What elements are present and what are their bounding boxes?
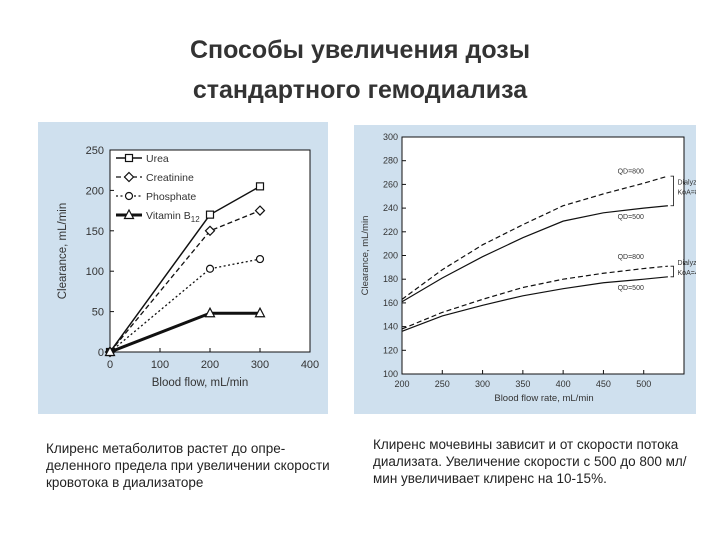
urea-clearance-vs-flow-rate-chart: 200 250 300 350 400 450 500 100 120 140 160 180 200 2… bbox=[360, 132, 696, 404]
dialyzer-label: Dialyzer bbox=[678, 260, 696, 267]
x-tick-label: 300 bbox=[251, 359, 269, 371]
legend-square-marker bbox=[124, 153, 134, 163]
series-line-koa800-qd800 bbox=[401, 175, 669, 300]
circle-data-point bbox=[255, 254, 265, 264]
x-tick-label: 100 bbox=[151, 359, 169, 371]
y-tick-label: 50 bbox=[92, 307, 104, 319]
right-caption: Клиренс мочевины зависит и от скорости п… bbox=[373, 437, 687, 486]
diamond-data-point bbox=[254, 205, 266, 216]
legend-label: Creatinine bbox=[146, 172, 194, 184]
square-data-point bbox=[255, 182, 265, 191]
x-axis-label: Blood flow, mL/min bbox=[152, 377, 249, 389]
slide-title-line-2: стандартного гемодиализа bbox=[192, 76, 528, 104]
slide-title: Способы увеличения дозы стандартного гем… bbox=[0, 30, 720, 110]
x-tick-label: 400 bbox=[556, 379, 571, 389]
plot-area bbox=[109, 149, 311, 353]
y-tick-label: 100 bbox=[383, 369, 398, 379]
x-tick-label: 0 bbox=[107, 359, 113, 371]
y-tick-label: 180 bbox=[383, 274, 398, 284]
y-tick-label: 120 bbox=[383, 345, 398, 355]
x-tick-label: 400 bbox=[301, 359, 319, 371]
series-line-creatinine bbox=[109, 209, 261, 353]
y-tick-label: 260 bbox=[383, 179, 398, 189]
legend-label: Vitamin B12 bbox=[146, 210, 200, 224]
y-tick-label: 140 bbox=[383, 322, 398, 332]
series-line-koa400-qd500 bbox=[401, 276, 668, 332]
dialyzer-bracket bbox=[670, 175, 674, 207]
x-tick-label: 350 bbox=[515, 379, 530, 389]
y-tick-label: 240 bbox=[383, 203, 398, 213]
triangle-data-point bbox=[204, 306, 216, 318]
clearance-vs-blood-flow-panel: 0 100 200 300 400 0 50 100 150 200 250 Blood flow, … bbox=[38, 122, 328, 414]
legend-triangle-marker bbox=[123, 208, 135, 220]
series-label: QD=500 bbox=[618, 285, 644, 292]
triangle-data-point bbox=[254, 306, 266, 318]
y-tick-label: 160 bbox=[383, 298, 398, 308]
y-tick-label: 100 bbox=[86, 266, 104, 278]
x-tick-label: 300 bbox=[475, 379, 490, 389]
x-tick-label: 200 bbox=[201, 359, 219, 371]
circle-data-point bbox=[205, 264, 215, 273]
x-tick-label: 450 bbox=[596, 379, 611, 389]
clearance-vs-blood-flow-chart: 0 100 200 300 400 0 50 100 150 200 250 Blood flow, … bbox=[57, 145, 319, 389]
legend-circle-marker bbox=[124, 191, 134, 201]
left-caption: Клиренс метаболитов растет до опре-делен… bbox=[46, 441, 330, 490]
y-tick-label: 280 bbox=[383, 156, 398, 166]
legend-label: Urea bbox=[146, 153, 169, 165]
x-tick-label: 200 bbox=[394, 379, 409, 389]
koa-label: KoA=800 bbox=[678, 189, 696, 196]
y-tick-label: 250 bbox=[86, 145, 104, 157]
y-tick-label: 150 bbox=[86, 226, 104, 238]
legend-label-text: Vitamin B bbox=[146, 210, 191, 222]
dialyzer-bracket bbox=[670, 265, 674, 278]
x-axis-label: Blood flow rate, mL/min bbox=[494, 393, 593, 404]
y-tick-label: 300 bbox=[383, 132, 398, 142]
x-tick-label: 250 bbox=[435, 379, 450, 389]
y-axis-label: Clearance, mL/min bbox=[360, 216, 371, 296]
urea-clearance-vs-flow-rate-panel: 200 250 300 350 400 450 500 100 120 140 160 180 200 2… bbox=[354, 125, 696, 414]
series-line-koa400-qd800 bbox=[401, 265, 668, 330]
legend-label-text: Creatinine bbox=[146, 172, 194, 184]
y-axis-label: Clearance, mL/min bbox=[57, 203, 69, 300]
series-label: QD=800 bbox=[618, 169, 644, 176]
series-line-koa800-qd500 bbox=[401, 205, 668, 303]
x-tick-label: 500 bbox=[636, 379, 651, 389]
triangle-data-point bbox=[104, 345, 116, 357]
diamond-data-point bbox=[204, 225, 216, 237]
legend-diamond-marker bbox=[123, 171, 135, 183]
y-tick-label: 200 bbox=[383, 251, 398, 261]
legend-label-text: Phosphate bbox=[146, 191, 196, 203]
y-tick-label: 220 bbox=[383, 227, 398, 237]
series-label: QD=800 bbox=[618, 254, 644, 261]
y-tick-label: 0 bbox=[98, 347, 104, 359]
square-data-point bbox=[205, 210, 215, 219]
dialyzer-label: Dialyzer bbox=[678, 179, 696, 186]
slide-title-line-1: Способы увеличения дозы bbox=[189, 36, 531, 64]
legend-label-text: Urea bbox=[146, 153, 169, 165]
series-label: QD=500 bbox=[618, 214, 644, 221]
legend-label-subscript: 12 bbox=[191, 215, 200, 224]
koa-label: KoA=400 bbox=[678, 270, 696, 277]
legend-label: Phosphate bbox=[146, 191, 196, 203]
y-tick-label: 200 bbox=[86, 185, 104, 197]
